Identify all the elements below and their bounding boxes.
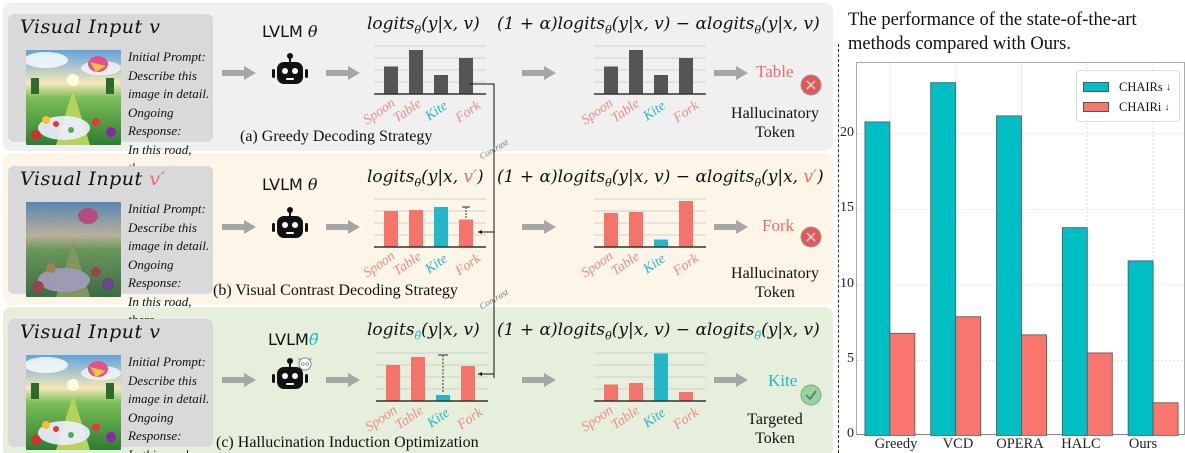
chart-legend: CHAIRs ↓ CHAIRi ↓ [1076, 70, 1180, 122]
legend-item-chairi: CHAIRi ↓ [1083, 99, 1170, 115]
cross-icon [800, 74, 822, 96]
x-tick: HALC [1061, 436, 1101, 452]
arrow-right-icon [714, 220, 748, 234]
arrow-right-icon [222, 220, 256, 234]
x-tick: Greedy [874, 436, 918, 452]
caption-c: (c) Hallucination Induction Optimization [216, 434, 479, 451]
token-labels: Spoon Table Kite Fork [578, 95, 702, 129]
input-title: Visual Input v [20, 16, 161, 38]
arrow-right-icon [714, 373, 748, 387]
output-token-description: Hallucinatory Token [731, 105, 819, 141]
arrow-right-icon [326, 66, 360, 80]
y-tick: 0 [847, 426, 854, 441]
arrow-right-icon [522, 220, 556, 234]
legend-item-chairs: CHAIRs ↓ [1083, 79, 1171, 95]
lvlm-label: LVLMθ̃ [268, 330, 319, 349]
y-tick: 15 [840, 200, 854, 215]
logits-formula: logitsθ̃(y|x, v) [367, 320, 480, 343]
arrow-right-icon [222, 373, 256, 387]
devil-face-icon [298, 357, 312, 371]
legend-swatch [1083, 102, 1109, 112]
down-arrow-icon: ↓ [1165, 81, 1171, 93]
chart-plot [857, 63, 1185, 437]
contrastive-bar-chart [594, 352, 706, 402]
logits-formula: logitsθ(y|x, v) [367, 14, 480, 37]
down-arrow-icon: ↓ [1164, 101, 1170, 113]
visual-input-card-c: Visual Input v Initial Prompt: Describe … [8, 319, 213, 453]
arrow-right-icon [522, 66, 556, 80]
visual-input-card-b: Visual Input v′ Initial Prompt: Describe… [8, 166, 213, 346]
y-tick: 5 [847, 351, 854, 366]
contrastive-bar-chart [594, 45, 706, 95]
robot-icon [272, 53, 308, 84]
output-token: Table [756, 62, 794, 81]
robot-icon [272, 358, 308, 389]
lvlm-label: LVLM θ [262, 175, 318, 194]
x-tick: VCD [942, 436, 974, 452]
x-tick: Ours [1128, 436, 1158, 452]
input-title: Visual Input v [20, 321, 161, 343]
lvlm-label: LVLM θ [262, 22, 318, 41]
output-token-description: Hallucinatory Token [731, 265, 819, 301]
token-labels: Spoon Table Kite Fork [578, 248, 702, 282]
check-icon [800, 384, 822, 406]
logits-bar-chart [376, 352, 488, 402]
contrast-connector [470, 83, 495, 378]
legend-swatch [1083, 82, 1109, 92]
y-tick: 20 [840, 125, 854, 140]
robot-icon [272, 207, 308, 238]
input-title: Visual Input v′ [20, 168, 166, 190]
output-token: Kite [768, 371, 798, 390]
output-token: Fork [762, 216, 795, 235]
dashed-divider [838, 44, 839, 453]
logits-bar-chart [374, 45, 486, 95]
contrastive-formula: (1 + α)logitsθ(y|x, v) − αlogitsθ(y|x, v… [497, 167, 824, 190]
logits-bar-chart [374, 198, 486, 248]
contrastive-bar-chart [594, 198, 706, 248]
x-tick: OPERA [996, 436, 1044, 452]
performance-bar-chart [856, 62, 1185, 437]
contrastive-formula: (1 + α)logitsθ(y|x, v) − αlogitsθ(y|x, v… [497, 14, 820, 37]
chart-title: The performance of the state-of-the-art … [848, 10, 1137, 54]
token-labels: Spoon Table Kite Fork [578, 402, 702, 436]
noisy-picnic-image [26, 202, 121, 297]
caption-b: (b) Visual Contrast Decoding Strategy [213, 282, 458, 299]
output-token-description: Targeted Token [747, 411, 803, 447]
y-tick: 10 [840, 276, 854, 291]
picnic-image [26, 50, 121, 145]
picnic-image [26, 355, 121, 450]
prompt-text: Initial Prompt: Describe this image in d… [128, 354, 210, 453]
cross-icon [800, 226, 822, 248]
arrow-right-icon [222, 66, 256, 80]
contrastive-formula: (1 + α)logitsθ(y|x, v) − αlogitsθ̃(y|x, … [497, 320, 820, 343]
arrow-right-icon [326, 220, 360, 234]
caption-a: (a) Greedy Decoding Strategy [240, 128, 433, 145]
logits-formula: logitsθ(y|x, v′) [367, 167, 484, 190]
visual-input-card-a: Visual Input v Initial Prompt: Describe … [8, 14, 213, 194]
arrow-right-icon [714, 66, 748, 80]
arrow-right-icon [326, 373, 360, 387]
arrow-right-icon [522, 373, 556, 387]
